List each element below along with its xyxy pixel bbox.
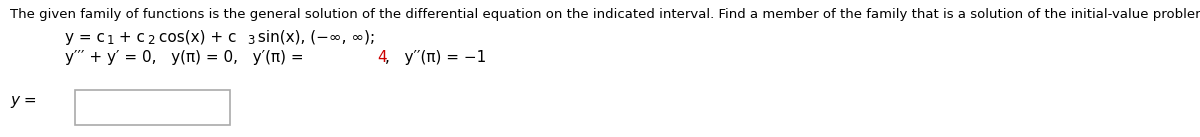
Text: 3: 3 <box>247 34 254 47</box>
Text: cos(x) + c: cos(x) + c <box>154 30 236 45</box>
Text: 4: 4 <box>377 50 386 65</box>
Text: ,   y′′(π) = −1: , y′′(π) = −1 <box>385 50 487 65</box>
Text: 1: 1 <box>107 34 115 47</box>
Text: The given family of functions is the general solution of the differential equati: The given family of functions is the gen… <box>10 8 1200 21</box>
Text: y′′′ + y′ = 0,   y(π) = 0,   y′(π) =: y′′′ + y′ = 0, y(π) = 0, y′(π) = <box>65 50 308 65</box>
Text: y = c: y = c <box>65 30 106 45</box>
Text: sin(x), (−∞, ∞);: sin(x), (−∞, ∞); <box>253 30 376 45</box>
Text: 2: 2 <box>148 34 155 47</box>
Text: y =: y = <box>10 93 37 108</box>
Text: + c: + c <box>114 30 145 45</box>
